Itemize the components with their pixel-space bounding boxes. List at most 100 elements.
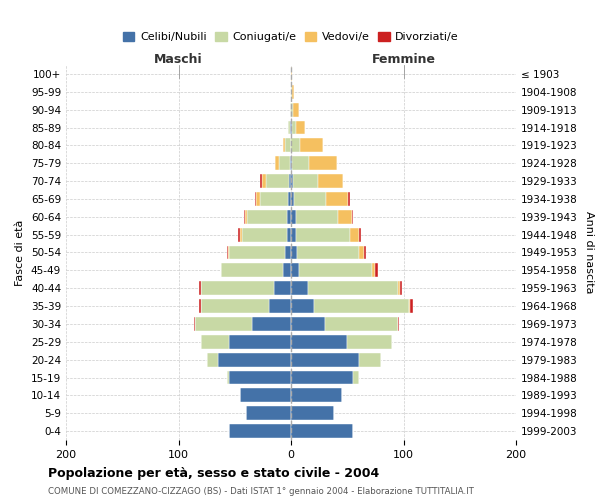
Bar — [292, 85, 295, 99]
Bar — [290, 120, 291, 134]
Bar — [296, 228, 349, 241]
Bar — [238, 228, 241, 241]
Bar — [201, 281, 274, 295]
Bar — [196, 317, 251, 331]
Bar — [338, 210, 352, 224]
Bar — [246, 406, 291, 420]
Bar — [291, 120, 292, 134]
Bar — [251, 317, 291, 331]
Bar — [275, 156, 278, 170]
Bar — [283, 138, 286, 152]
Bar — [353, 370, 359, 384]
Bar — [229, 246, 286, 260]
Bar — [291, 102, 293, 117]
Y-axis label: Fasce di età: Fasce di età — [16, 220, 25, 286]
Bar — [291, 424, 353, 438]
Bar — [400, 281, 403, 295]
Text: Femmine: Femmine — [371, 53, 436, 66]
Bar — [291, 210, 296, 224]
Bar — [229, 424, 291, 438]
Text: Popolazione per età, sesso e stato civile - 2004: Popolazione per età, sesso e stato civil… — [48, 468, 379, 480]
Bar — [290, 102, 291, 117]
Bar — [199, 299, 201, 313]
Bar — [295, 192, 326, 206]
Bar — [286, 138, 291, 152]
Bar — [364, 246, 367, 260]
Bar — [308, 281, 398, 295]
Bar — [269, 299, 291, 313]
Bar — [372, 264, 376, 278]
Bar — [199, 281, 201, 295]
Bar — [206, 352, 218, 366]
Bar — [262, 174, 266, 188]
Bar — [299, 264, 372, 278]
Bar — [291, 246, 296, 260]
Bar — [292, 156, 309, 170]
Bar — [293, 174, 318, 188]
Bar — [289, 174, 291, 188]
Bar — [283, 264, 291, 278]
Bar — [290, 156, 291, 170]
Bar — [300, 138, 323, 152]
Bar — [256, 192, 260, 206]
Bar — [278, 156, 290, 170]
Bar — [359, 228, 361, 241]
Legend: Celibi/Nubili, Coniugati/e, Vedovi/e, Divorziati/e: Celibi/Nubili, Coniugati/e, Vedovi/e, Di… — [119, 28, 463, 47]
Bar — [318, 174, 343, 188]
Bar — [296, 210, 338, 224]
Bar — [291, 335, 347, 349]
Text: Maschi: Maschi — [154, 53, 203, 66]
Bar — [349, 228, 359, 241]
Bar — [291, 264, 299, 278]
Bar — [291, 370, 353, 384]
Bar — [352, 210, 353, 224]
Bar — [218, 352, 291, 366]
Bar — [201, 335, 229, 349]
Bar — [291, 352, 359, 366]
Bar — [293, 102, 299, 117]
Bar — [398, 317, 399, 331]
Bar — [287, 210, 291, 224]
Bar — [241, 228, 287, 241]
Bar — [266, 174, 289, 188]
Bar — [291, 85, 292, 99]
Y-axis label: Anni di nascita: Anni di nascita — [584, 211, 594, 294]
Bar — [247, 210, 287, 224]
Bar — [260, 174, 262, 188]
Bar — [296, 120, 305, 134]
Bar — [291, 281, 308, 295]
Bar — [287, 120, 290, 134]
Bar — [255, 192, 256, 206]
Bar — [287, 192, 291, 206]
Bar — [291, 406, 334, 420]
Bar — [241, 388, 291, 402]
Bar — [291, 317, 325, 331]
Bar — [359, 246, 364, 260]
Bar — [326, 192, 349, 206]
Bar — [398, 281, 400, 295]
Bar — [410, 299, 413, 313]
Bar — [309, 156, 337, 170]
Bar — [286, 246, 291, 260]
Bar — [291, 156, 292, 170]
Bar — [229, 335, 291, 349]
Bar — [291, 299, 314, 313]
Bar — [228, 246, 229, 260]
Bar — [287, 228, 291, 241]
Bar — [194, 317, 196, 331]
Bar — [359, 352, 381, 366]
Bar — [244, 210, 245, 224]
Text: COMUNE DI COMEZZANO-CIZZAGO (BS) - Dati ISTAT 1° gennaio 2004 - Elaborazione TUT: COMUNE DI COMEZZANO-CIZZAGO (BS) - Dati … — [48, 488, 474, 496]
Bar — [291, 67, 292, 81]
Bar — [229, 370, 291, 384]
Bar — [291, 192, 295, 206]
Bar — [245, 210, 247, 224]
Bar — [347, 335, 392, 349]
Bar — [227, 370, 229, 384]
Bar — [227, 246, 228, 260]
Bar — [221, 264, 283, 278]
Bar — [376, 264, 377, 278]
Bar — [291, 388, 341, 402]
Bar — [325, 317, 398, 331]
Bar — [296, 246, 359, 260]
